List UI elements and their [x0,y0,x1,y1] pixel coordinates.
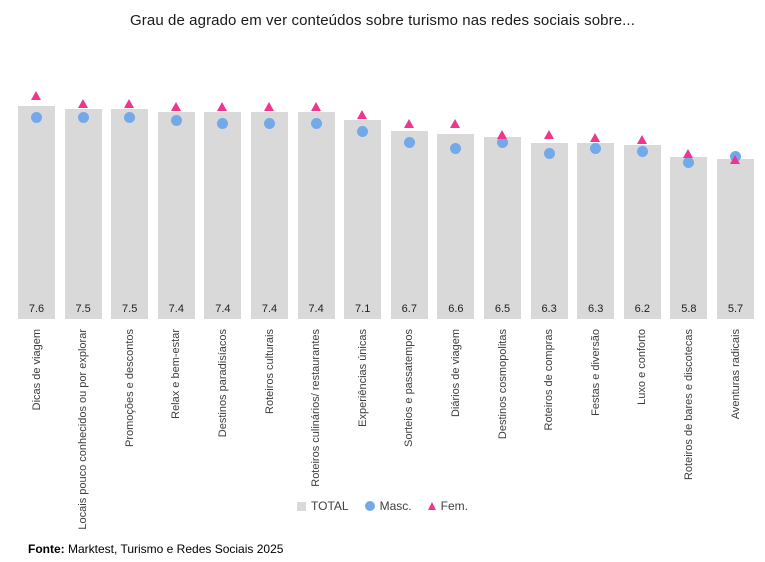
bar-value-label: 5.8 [681,302,697,315]
fem-triangle-marker [124,98,135,108]
total-bar: 7.5 [111,109,149,319]
fem-triangle-marker [543,129,554,139]
total-bar: 6.2 [623,145,661,319]
masc-circle-marker [31,111,42,123]
category-label: Promoções e descontos [123,329,136,448]
bar-value-label: 7.5 [75,303,91,315]
category-label: Aventuras radicais [729,329,742,420]
source-note: Fonte: Marktest, Turismo e Redes Sociais… [28,542,283,556]
masc-circle-marker [217,117,229,129]
chart-title: Grau de agrado em ver conteúdos sobre tu… [130,12,635,29]
bar-value-label: 7.4 [308,302,324,315]
bar-value-label: 6.5 [494,303,511,315]
fem-triangle-marker [730,154,740,164]
source-note-prefix: Fonte: [28,542,65,556]
bar-value-label: 6.2 [634,302,650,315]
legend-label: TOTAL [311,499,349,513]
total-bar: 6.3 [530,142,568,319]
total-bar: 7.5 [64,109,102,319]
masc-circle-marker [77,111,89,123]
total-bar: 6.7 [390,131,428,319]
total-bar: 6.5 [484,137,521,319]
bar-value-label: 5.7 [727,302,744,315]
bar-value-label: 7.6 [28,302,45,315]
masc-circle-marker [497,137,508,149]
bar-value-label: 7.1 [355,302,371,315]
fem-triangle-marker [264,101,274,111]
legend-item-total: TOTAL [297,499,349,513]
fem-triangle-marker [636,135,647,145]
category-label: Relax e bem-estar [170,329,183,419]
masc-circle-marker [683,156,695,168]
bar-value-label: 7.4 [261,302,278,315]
legend-item-fem: Fem. [427,499,468,513]
legend-square-icon [297,501,307,511]
total-bar: 6.3 [577,142,615,319]
legend-label: Fem. [440,499,468,513]
category-label: Roteiros de bares e discotecas [682,329,695,481]
legend-circle-icon [364,501,375,511]
total-bar: 5.8 [670,156,708,319]
category-label: Destinos cosmopolitas [496,329,509,440]
masc-circle-marker [636,145,648,157]
category-label: Diários de viagem [449,329,462,418]
total-bar: 7.6 [18,106,55,319]
category-label: Sorteios e passatempos [403,329,416,448]
category-label: Experiências únicas [356,329,369,427]
total-bar: 7.4 [251,111,288,319]
legend-triangle-icon [427,502,436,510]
fem-triangle-marker [170,101,181,111]
fem-triangle-marker [31,90,41,100]
legend: TOTAL Masc. Fem. [0,499,765,513]
bar-value-label: 7.4 [215,302,231,315]
total-bar: 7.4 [157,111,195,319]
legend-label: Masc. [379,499,412,513]
bar-value-label: 7.4 [168,302,184,315]
category-label: Dicas de viagem [30,329,43,411]
total-bar: 6.6 [437,134,475,319]
fem-triangle-marker [357,110,368,120]
masc-circle-marker [403,137,415,149]
fem-triangle-marker [403,118,414,128]
masc-circle-marker [450,142,462,154]
bar-value-label: 6.6 [448,302,464,315]
bar-value-label: 7.5 [122,303,138,315]
fem-triangle-marker [310,101,321,111]
fem-triangle-marker [217,101,228,111]
fem-triangle-marker [590,132,601,142]
total-bar: 5.7 [717,159,754,319]
fem-triangle-marker [450,118,461,128]
bar-value-label: 6.3 [541,302,557,315]
masc-circle-marker [170,114,182,126]
category-label: Luxo e conforto [636,329,649,405]
masc-circle-marker [124,111,136,123]
masc-circle-marker [310,117,322,129]
total-bar: 7.4 [204,111,242,319]
category-label: Destinos paradisíacos [216,329,229,438]
fem-triangle-marker [77,98,88,108]
source-note-text: Marktest, Turismo e Redes Sociais 2025 [64,542,284,556]
masc-circle-marker [264,117,275,129]
total-bar: 7.4 [297,111,335,319]
fem-triangle-marker [497,129,507,139]
legend-item-masc: Masc. [364,499,412,513]
category-label: Festas e diversão [589,329,602,416]
bar-value-label: 6.3 [588,302,604,315]
masc-circle-marker [357,125,369,137]
fem-triangle-marker [683,149,694,159]
masc-circle-marker [590,142,602,154]
category-label: Roteiros culinários/ restaurantes [310,329,323,487]
total-bar: 7.1 [344,120,382,319]
bar-value-label: 6.7 [401,302,417,315]
category-label: Roteiros culturais [263,329,276,414]
category-label: Roteiros de compras [543,329,556,431]
masc-circle-marker [543,148,555,160]
